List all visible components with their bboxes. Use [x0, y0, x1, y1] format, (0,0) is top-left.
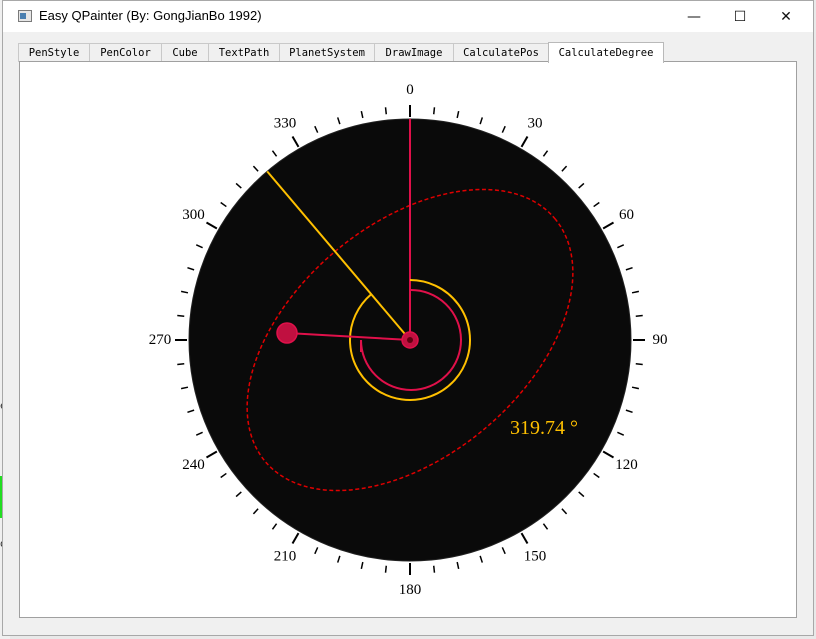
minor-tick: [631, 386, 640, 390]
planet-link: [286, 332, 411, 341]
tab-bar: PenStyle PenColor Cube TextPath PlanetSy…: [18, 42, 664, 63]
minor-tick: [456, 110, 460, 119]
minor-tick: [617, 244, 625, 249]
minor-tick: [578, 182, 585, 189]
minor-tick: [314, 125, 319, 133]
major-tick: [205, 221, 218, 230]
planet-marker: [276, 322, 298, 344]
title-bar[interactable]: Easy QPainter (By: GongJianBo 1992) — ☐ …: [3, 1, 813, 32]
minor-tick: [314, 547, 319, 555]
tab-drawimage[interactable]: DrawImage: [374, 43, 454, 62]
tab-textpath[interactable]: TextPath: [208, 43, 280, 62]
major-tick: [602, 221, 615, 230]
minor-tick: [336, 555, 341, 563]
minor-tick: [456, 561, 460, 570]
minor-tick: [479, 117, 484, 125]
minor-tick: [187, 409, 195, 414]
dial-label: 180: [399, 582, 422, 598]
minor-tick: [336, 117, 341, 125]
minor-tick: [252, 165, 259, 172]
minor-tick: [271, 523, 278, 530]
minor-tick: [235, 491, 242, 498]
minimize-button[interactable]: —: [671, 1, 717, 32]
dial-label: 270: [149, 332, 172, 348]
minor-tick: [593, 201, 600, 208]
tab-calculatepos[interactable]: CalculatePos: [453, 43, 549, 62]
angle-arc-inner: [360, 288, 462, 391]
major-tick: [291, 532, 300, 545]
minor-tick: [635, 362, 643, 366]
dial-label: 150: [524, 549, 547, 565]
minor-tick: [479, 555, 484, 563]
minor-tick: [501, 547, 506, 555]
dial-label: 60: [619, 207, 634, 223]
minor-tick: [235, 182, 242, 189]
minor-tick: [625, 266, 633, 271]
minor-tick: [635, 314, 643, 318]
minor-tick: [617, 431, 625, 436]
major-tick: [291, 135, 300, 148]
minor-tick: [561, 508, 568, 515]
minor-tick: [177, 362, 185, 366]
dial-label: 240: [182, 457, 205, 473]
degree-dial[interactable]: 0 30 60 90 120 150 180 210 240 270 300 330 319.74 °: [20, 62, 796, 617]
close-button[interactable]: ✕: [763, 1, 809, 32]
pointer-line: [266, 170, 411, 341]
dial-label: 30: [528, 115, 543, 131]
minor-tick: [195, 431, 203, 436]
tab-calculatedegree[interactable]: CalculateDegree: [548, 42, 664, 63]
window-title: Easy QPainter (By: GongJianBo 1992): [39, 8, 262, 23]
minor-tick: [195, 244, 203, 249]
maximize-icon: ☐: [733, 8, 747, 25]
minor-tick: [561, 165, 568, 172]
dial-label: 210: [274, 549, 297, 565]
center-dot: [407, 337, 413, 343]
minor-tick: [360, 561, 364, 570]
minor-tick: [432, 107, 436, 115]
tab-pencolor[interactable]: PenColor: [89, 43, 162, 62]
minor-tick: [252, 508, 259, 515]
minor-tick: [542, 523, 549, 530]
minor-tick: [180, 386, 189, 390]
major-tick: [520, 532, 529, 545]
minor-tick: [542, 150, 549, 157]
minor-tick: [432, 565, 436, 573]
major-tick: [205, 450, 218, 459]
minor-tick: [384, 107, 388, 115]
degree-canvas[interactable]: 0 30 60 90 120 150 180 210 240 270 300 330 319.74 °: [19, 61, 797, 618]
degree-readout: 319.74 °: [510, 417, 578, 439]
minor-tick: [384, 565, 388, 573]
dial-label: 120: [615, 457, 638, 473]
minor-tick: [593, 472, 600, 479]
minor-tick: [180, 290, 189, 294]
minor-tick: [501, 125, 506, 133]
tab-planetsystem[interactable]: PlanetSystem: [279, 43, 375, 62]
minor-tick: [631, 290, 640, 294]
minimize-icon: —: [687, 8, 701, 25]
minor-tick: [220, 201, 227, 208]
tab-cube[interactable]: Cube: [161, 43, 209, 62]
minor-tick: [360, 110, 364, 119]
dial-label: 330: [274, 115, 297, 131]
tab-penstyle[interactable]: PenStyle: [18, 43, 90, 62]
minor-tick: [578, 491, 585, 498]
dial-label: 0: [406, 82, 414, 98]
minor-tick: [271, 150, 278, 157]
app-icon: [18, 10, 32, 22]
major-tick: [602, 450, 615, 459]
dial-label: 300: [182, 207, 205, 223]
minor-tick: [177, 314, 185, 318]
major-tick: [520, 135, 529, 148]
minor-tick: [187, 266, 195, 271]
minor-tick: [625, 409, 633, 414]
close-icon: ✕: [780, 8, 792, 25]
angle-arc-outer: [349, 279, 471, 401]
minor-tick: [220, 472, 227, 479]
dial-label: 90: [653, 332, 668, 348]
maximize-button[interactable]: ☐: [717, 1, 763, 32]
